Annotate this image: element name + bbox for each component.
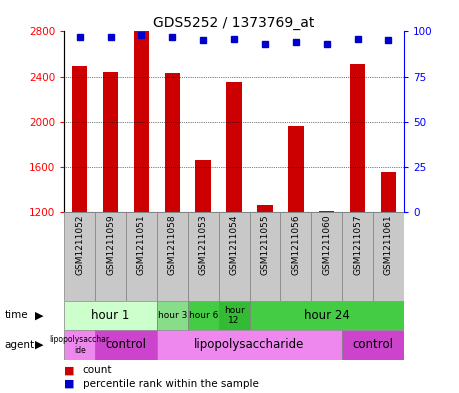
Text: percentile rank within the sample: percentile rank within the sample — [83, 379, 258, 389]
Text: time: time — [5, 310, 28, 320]
Bar — [72, 66, 87, 212]
Text: GSM1211051: GSM1211051 — [137, 215, 146, 275]
Bar — [188, 212, 218, 301]
Text: ▶: ▶ — [35, 310, 43, 320]
Text: ▶: ▶ — [35, 340, 43, 350]
Bar — [311, 212, 342, 301]
Text: lipopolysacchar
ide: lipopolysacchar ide — [50, 335, 110, 354]
Bar — [342, 212, 373, 301]
Bar — [218, 301, 250, 330]
Bar — [218, 212, 250, 301]
Text: ■: ■ — [64, 365, 75, 375]
Bar — [188, 301, 218, 330]
Text: GSM1211056: GSM1211056 — [291, 215, 300, 275]
Bar — [196, 160, 211, 212]
Text: hour 3: hour 3 — [157, 311, 187, 320]
Bar — [342, 330, 404, 360]
Text: hour 1: hour 1 — [91, 309, 130, 322]
Text: count: count — [83, 365, 112, 375]
Text: GSM1211053: GSM1211053 — [199, 215, 208, 275]
Bar — [280, 212, 311, 301]
Bar — [157, 212, 188, 301]
Title: GDS5252 / 1373769_at: GDS5252 / 1373769_at — [153, 17, 315, 30]
Text: GSM1211060: GSM1211060 — [322, 215, 331, 275]
Text: GSM1211055: GSM1211055 — [260, 215, 269, 275]
Bar — [250, 301, 404, 330]
Text: hour 6: hour 6 — [189, 311, 218, 320]
Text: GSM1211058: GSM1211058 — [168, 215, 177, 275]
Bar — [64, 212, 95, 301]
Bar — [257, 205, 273, 212]
Text: ■: ■ — [64, 379, 75, 389]
Text: GSM1211061: GSM1211061 — [384, 215, 393, 275]
Bar — [157, 330, 342, 360]
Text: GSM1211057: GSM1211057 — [353, 215, 362, 275]
Bar — [350, 64, 365, 212]
Bar — [157, 301, 188, 330]
Text: GSM1211052: GSM1211052 — [75, 215, 84, 275]
Text: agent: agent — [5, 340, 35, 350]
Bar — [126, 212, 157, 301]
Bar — [250, 212, 280, 301]
Text: GSM1211054: GSM1211054 — [230, 215, 239, 275]
Bar — [64, 330, 95, 360]
Text: GSM1211059: GSM1211059 — [106, 215, 115, 275]
Bar — [381, 171, 396, 212]
Text: lipopolysaccharide: lipopolysaccharide — [194, 338, 305, 351]
Bar — [64, 301, 157, 330]
Bar — [226, 82, 242, 212]
Bar — [288, 126, 303, 212]
Bar — [103, 72, 118, 212]
Bar — [165, 73, 180, 212]
Text: control: control — [106, 338, 146, 351]
Bar — [134, 31, 149, 212]
Bar — [95, 212, 126, 301]
Text: hour 24: hour 24 — [304, 309, 350, 322]
Bar — [95, 330, 157, 360]
Text: control: control — [353, 338, 393, 351]
Bar — [373, 212, 404, 301]
Text: hour
12: hour 12 — [224, 306, 245, 325]
Bar — [319, 211, 335, 212]
